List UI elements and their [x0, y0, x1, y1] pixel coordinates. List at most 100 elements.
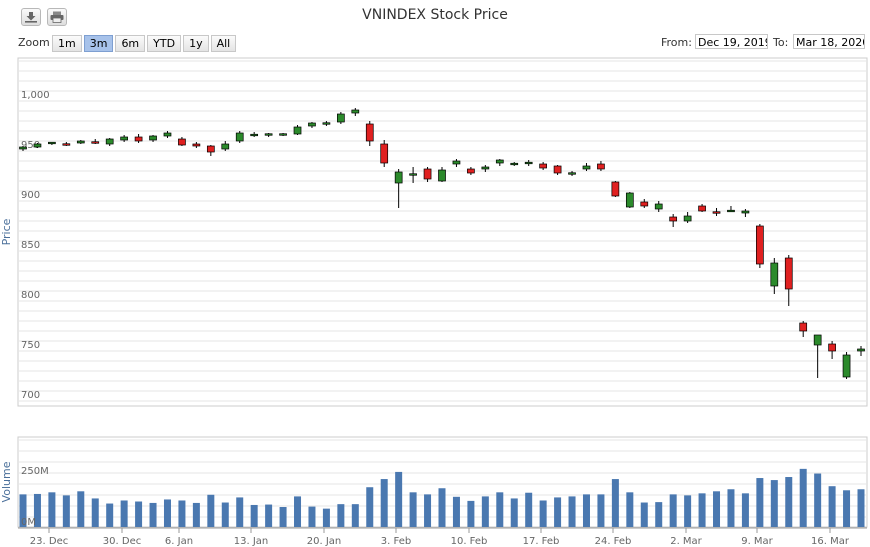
candle-up — [337, 113, 345, 123]
candle-up — [625, 192, 634, 208]
volume-bar — [62, 495, 70, 527]
volume-bar — [713, 491, 721, 527]
candle-up — [683, 215, 692, 222]
x-tick-label: 17. Feb — [523, 536, 560, 547]
volume-bar — [814, 473, 822, 527]
candle-up — [105, 138, 114, 145]
candle-up — [857, 348, 865, 352]
volume-bar — [611, 479, 619, 527]
candle-up — [510, 162, 519, 166]
volume-bar — [496, 492, 504, 527]
volume-bar — [452, 496, 460, 527]
candle-up — [250, 133, 259, 137]
candle-up — [351, 109, 360, 114]
candle-up — [149, 135, 157, 141]
candle-up — [120, 136, 128, 141]
volume-bar — [684, 495, 692, 527]
volume-bar — [640, 502, 648, 527]
volume-tick-label: 0M — [21, 517, 36, 528]
volume-bar — [770, 480, 778, 527]
download-button[interactable] — [21, 8, 41, 26]
volume-bar — [250, 504, 258, 527]
volume-bar — [33, 493, 41, 527]
to-date-input[interactable]: Mar 18, 2020 — [793, 34, 865, 49]
zoom-all-button[interactable]: All — [210, 35, 237, 52]
price-tick-label: 800 — [21, 290, 40, 301]
candle-up — [741, 210, 750, 214]
volume-bar — [192, 502, 200, 527]
candle-up — [308, 122, 316, 127]
candle-up — [48, 141, 56, 145]
zoom-label: Zoom — [18, 36, 50, 49]
volume-bar — [337, 504, 345, 527]
candle-up — [438, 169, 446, 182]
zoom-buttons: 1m 3m 6m YTD 1y All — [52, 35, 237, 52]
volume-bar — [467, 500, 475, 527]
to-label: To: — [773, 36, 789, 49]
volume-bar — [727, 489, 735, 527]
volume-bar — [481, 496, 489, 527]
price-plot-area — [17, 57, 868, 407]
candle-up — [495, 159, 504, 164]
candle-down — [365, 123, 374, 142]
volume-bar — [279, 507, 287, 527]
candle-up — [481, 166, 490, 170]
volume-bar — [554, 497, 562, 527]
zoom-6m-button[interactable]: 6m — [115, 35, 146, 52]
zoom-3m-button[interactable]: 3m — [83, 35, 114, 52]
print-button[interactable] — [47, 8, 67, 26]
candle-up — [19, 146, 27, 150]
volume-bar — [785, 477, 793, 527]
volume-bar — [221, 502, 229, 527]
volume-bar — [510, 498, 518, 527]
volume-bar — [525, 492, 533, 527]
candle-down — [553, 165, 562, 174]
volume-bar — [106, 503, 114, 527]
zoom-1y-button[interactable]: 1y — [183, 35, 209, 52]
volume-bar — [669, 494, 677, 527]
volume-bar — [207, 494, 215, 527]
candle-up — [76, 140, 85, 144]
candle-up — [654, 203, 663, 210]
candle-up — [394, 171, 403, 184]
volume-bar — [568, 496, 576, 527]
volume-bar — [265, 504, 273, 527]
volume-bar — [294, 496, 302, 527]
volume-bar — [308, 506, 316, 527]
candle-up — [322, 122, 331, 125]
x-tick-label: 16. Mar — [811, 536, 850, 547]
x-tick-label: 2. Mar — [670, 536, 702, 547]
candle-down — [640, 201, 649, 207]
x-tick-label: 3. Feb — [381, 536, 411, 547]
from-date-input[interactable]: Dec 19, 2019 — [695, 34, 768, 49]
volume-bar — [424, 494, 432, 527]
volume-bar — [843, 490, 851, 527]
candle-down — [712, 211, 721, 214]
candle-down — [799, 322, 808, 332]
candle-down — [467, 168, 475, 174]
candle-down — [134, 136, 143, 142]
volume-bar — [19, 494, 27, 527]
zoom-ytd-button[interactable]: YTD — [147, 35, 182, 52]
price-tick-label: 1,000 — [21, 90, 50, 101]
volume-bar — [120, 500, 128, 527]
volume-bar — [322, 508, 330, 527]
candle-down — [698, 205, 706, 212]
zoom-1m-button[interactable]: 1m — [52, 35, 82, 52]
x-tick-label: 10. Feb — [451, 536, 488, 547]
price-tick-label: 750 — [21, 340, 40, 351]
print-icon — [50, 11, 64, 23]
volume-bar — [597, 494, 605, 527]
candle-up — [813, 334, 822, 346]
volume-bar — [163, 499, 171, 527]
candle-down — [756, 225, 764, 265]
volume-bar — [698, 493, 706, 527]
volume-bar — [48, 492, 56, 527]
volume-bar — [756, 478, 764, 527]
x-tick-label: 20. Jan — [307, 536, 342, 547]
candle-up — [727, 209, 735, 213]
candle-up — [770, 262, 779, 287]
volume-bar — [799, 468, 807, 527]
candle-down — [539, 163, 547, 169]
candle-up — [293, 126, 302, 135]
